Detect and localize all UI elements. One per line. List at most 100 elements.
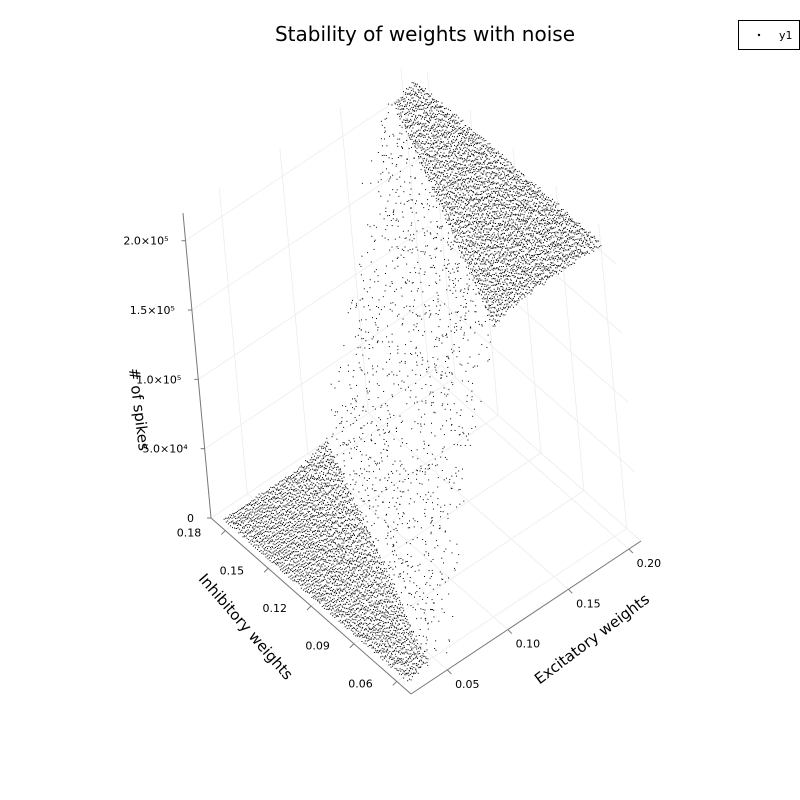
data-point <box>448 358 450 360</box>
data-point <box>454 228 456 230</box>
data-point <box>460 196 462 198</box>
data-point <box>552 198 553 200</box>
data-point <box>545 224 547 226</box>
data-point <box>476 176 477 178</box>
data-point <box>539 250 541 252</box>
data-point <box>481 324 483 326</box>
data-point <box>539 241 541 243</box>
data-point <box>372 635 374 637</box>
data-point <box>590 241 591 243</box>
data-point <box>356 574 358 576</box>
data-point <box>518 231 520 233</box>
data-point <box>390 666 392 668</box>
data-point <box>425 502 427 503</box>
data-point <box>495 173 497 175</box>
data-point <box>581 242 583 244</box>
data-point <box>497 319 499 321</box>
grid-line-y <box>267 414 499 569</box>
data-point <box>447 355 449 357</box>
data-point <box>547 239 548 241</box>
data-point <box>447 232 449 234</box>
data-point <box>537 195 539 196</box>
data-point <box>377 629 379 631</box>
data-point <box>375 651 377 653</box>
data-point <box>532 287 534 289</box>
data-point <box>556 212 558 214</box>
data-point <box>327 599 328 601</box>
data-point <box>484 178 486 180</box>
data-point <box>396 593 398 595</box>
data-point <box>531 289 533 291</box>
data-point <box>503 239 505 241</box>
data-point <box>454 567 455 569</box>
data-point <box>482 259 484 261</box>
data-point <box>353 581 355 583</box>
data-point <box>374 590 376 592</box>
data-point <box>596 240 598 242</box>
data-point <box>537 241 539 243</box>
data-point <box>516 207 518 209</box>
data-point <box>556 251 558 253</box>
data-point <box>372 646 374 648</box>
data-point <box>523 236 525 237</box>
data-point <box>524 280 526 282</box>
data-point <box>409 305 411 307</box>
data-point <box>563 218 564 220</box>
data-point <box>505 214 507 216</box>
data-point <box>359 586 361 588</box>
data-point <box>539 220 541 222</box>
data-point <box>395 638 397 640</box>
data-point <box>512 288 514 290</box>
data-point <box>509 306 511 308</box>
data-point <box>518 298 519 300</box>
data-point <box>525 268 527 270</box>
data-point <box>493 177 495 178</box>
data-point <box>412 606 414 608</box>
data-point <box>422 598 424 600</box>
data-point <box>404 625 406 627</box>
data-point <box>514 238 516 239</box>
data-point <box>505 196 507 198</box>
data-point <box>464 299 466 300</box>
data-point <box>435 339 437 340</box>
data-point <box>338 606 340 608</box>
data-point <box>538 246 540 247</box>
data-point <box>532 190 534 191</box>
data-point <box>370 544 372 546</box>
data-point <box>535 238 537 240</box>
data-point <box>376 600 378 602</box>
grid-line-z <box>198 226 429 380</box>
data-point <box>488 314 490 316</box>
data-point <box>428 305 430 307</box>
data-point <box>365 628 367 629</box>
data-point <box>537 198 538 200</box>
data-point <box>434 363 435 365</box>
data-point <box>549 271 551 273</box>
data-point <box>479 180 481 182</box>
data-point <box>458 426 460 428</box>
data-point <box>480 205 482 206</box>
data-point <box>457 263 459 265</box>
data-point <box>360 635 362 637</box>
data-point <box>505 217 507 219</box>
data-point <box>556 221 558 223</box>
data-point <box>450 409 451 411</box>
data-point <box>473 178 475 180</box>
data-point <box>455 290 457 292</box>
data-point <box>361 617 363 619</box>
data-point <box>379 617 381 619</box>
data-point <box>357 614 359 616</box>
data-point <box>371 560 373 562</box>
data-point <box>560 230 562 232</box>
data-point <box>468 202 470 204</box>
data-point <box>429 310 431 312</box>
data-point <box>486 213 488 215</box>
data-point <box>403 677 405 679</box>
data-point <box>376 613 378 615</box>
data-point <box>371 568 373 570</box>
data-point <box>341 611 343 613</box>
data-point <box>415 668 417 670</box>
data-point <box>528 227 530 229</box>
data-point <box>503 261 505 263</box>
data-point <box>488 201 490 203</box>
